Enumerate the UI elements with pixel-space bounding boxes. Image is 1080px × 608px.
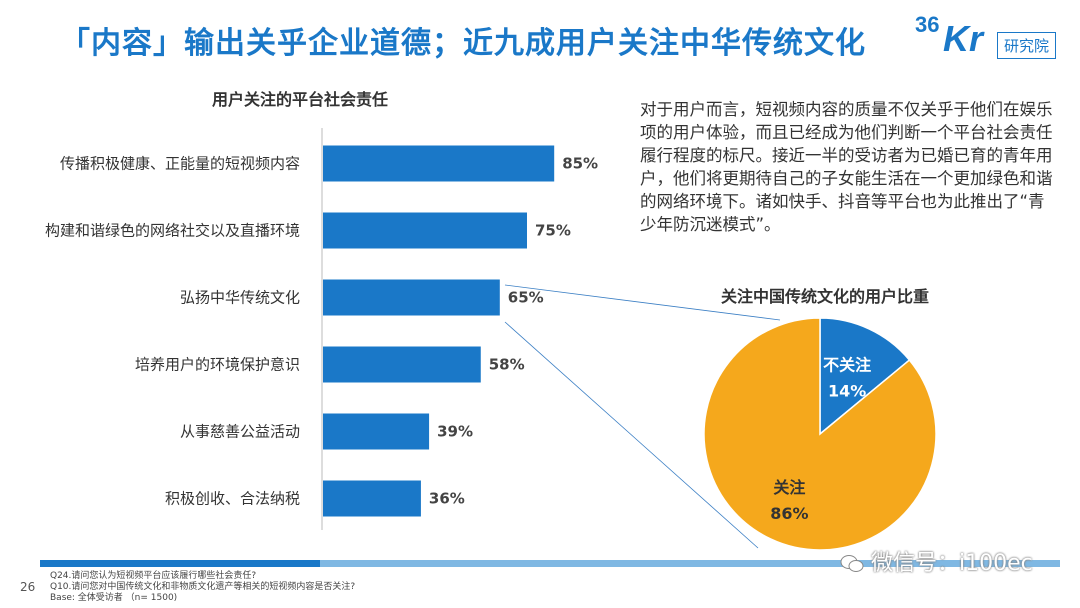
bar-value-label: 39% — [437, 423, 473, 441]
pie-slice — [703, 318, 937, 551]
brand-tag: 研究院 — [997, 32, 1057, 59]
footer-bar-accent — [40, 560, 320, 567]
brand-logo-number: 36 — [915, 12, 940, 37]
bar — [323, 145, 555, 182]
bar-value-label: 58% — [489, 356, 525, 374]
bar — [323, 279, 500, 316]
bar — [323, 212, 527, 249]
bar-value-label: 65% — [508, 289, 544, 307]
footer-note: Q10.请问您对中国传统文化和非物质文化遗产等相关的短视频内容是否关注? — [50, 582, 356, 592]
footer-note: Q24.请问您认为短视频平台应该履行哪些社会责任? — [50, 571, 257, 581]
bar-category-label: 弘扬中华传统文化 — [180, 289, 300, 307]
page-number: 26 — [20, 580, 36, 594]
pie-chart-title: 关注中国传统文化的用户比重 — [720, 287, 929, 306]
footer-notes: Q24.请问您认为短视频平台应该履行哪些社会责任? Q10.请问您对中国传统文化… — [50, 571, 355, 604]
bar-category-label: 传播积极健康、正能量的短视频内容 — [60, 155, 300, 173]
pie-chart: 不关注 14% 关注 86% — [703, 318, 937, 551]
bar-chart: 传播积极健康、正能量的短视频内容 85% 构建和谐绿色的网络社交以及直播环境 75% 弘… — [45, 128, 598, 530]
bar-category-label: 培养用户的环境保护意识 — [135, 356, 300, 374]
watermark-text: 微信号：i100ec — [871, 551, 1033, 576]
pie-slice-value: 86% — [770, 504, 808, 523]
bar-value-label: 75% — [535, 222, 571, 240]
watermark: 微信号：i100ec — [840, 545, 1033, 577]
pie-slice-label: 不关注 — [823, 355, 871, 374]
pie-slice — [819, 318, 911, 436]
wechat-icon — [840, 555, 864, 572]
footer-note: Base: 全体受访者 （n= 1500) — [50, 593, 178, 603]
bar — [323, 346, 481, 383]
bar-category-label: 积极创收、合法纳税 — [165, 490, 300, 508]
description-text: 对于用户而言，短视频内容的质量不仅关乎于他们在娱乐项的用户体验，而且已经成为他们… — [640, 100, 1053, 234]
bar-value-label: 36% — [429, 490, 465, 508]
bar — [323, 413, 430, 450]
brand-logo: 36 Kr 研究院 — [915, 10, 1065, 60]
pie-slice-value: 14% — [828, 381, 866, 400]
bar-category-label: 从事慈善公益活动 — [180, 423, 300, 441]
bar-chart-title: 用户关注的平台社会责任 — [211, 90, 388, 109]
slide-title: 「内容」输出关乎企业道德；近九成用户关注中华传统文化 — [60, 26, 866, 61]
bar-value-label: 85% — [562, 155, 598, 173]
bar — [323, 480, 421, 517]
bar-category-label: 构建和谐绿色的网络社交以及直播环境 — [45, 222, 300, 240]
footer-bar — [40, 560, 1060, 567]
pie-slice-label: 关注 — [773, 478, 805, 497]
brand-logo-letters: Kr — [943, 18, 984, 59]
